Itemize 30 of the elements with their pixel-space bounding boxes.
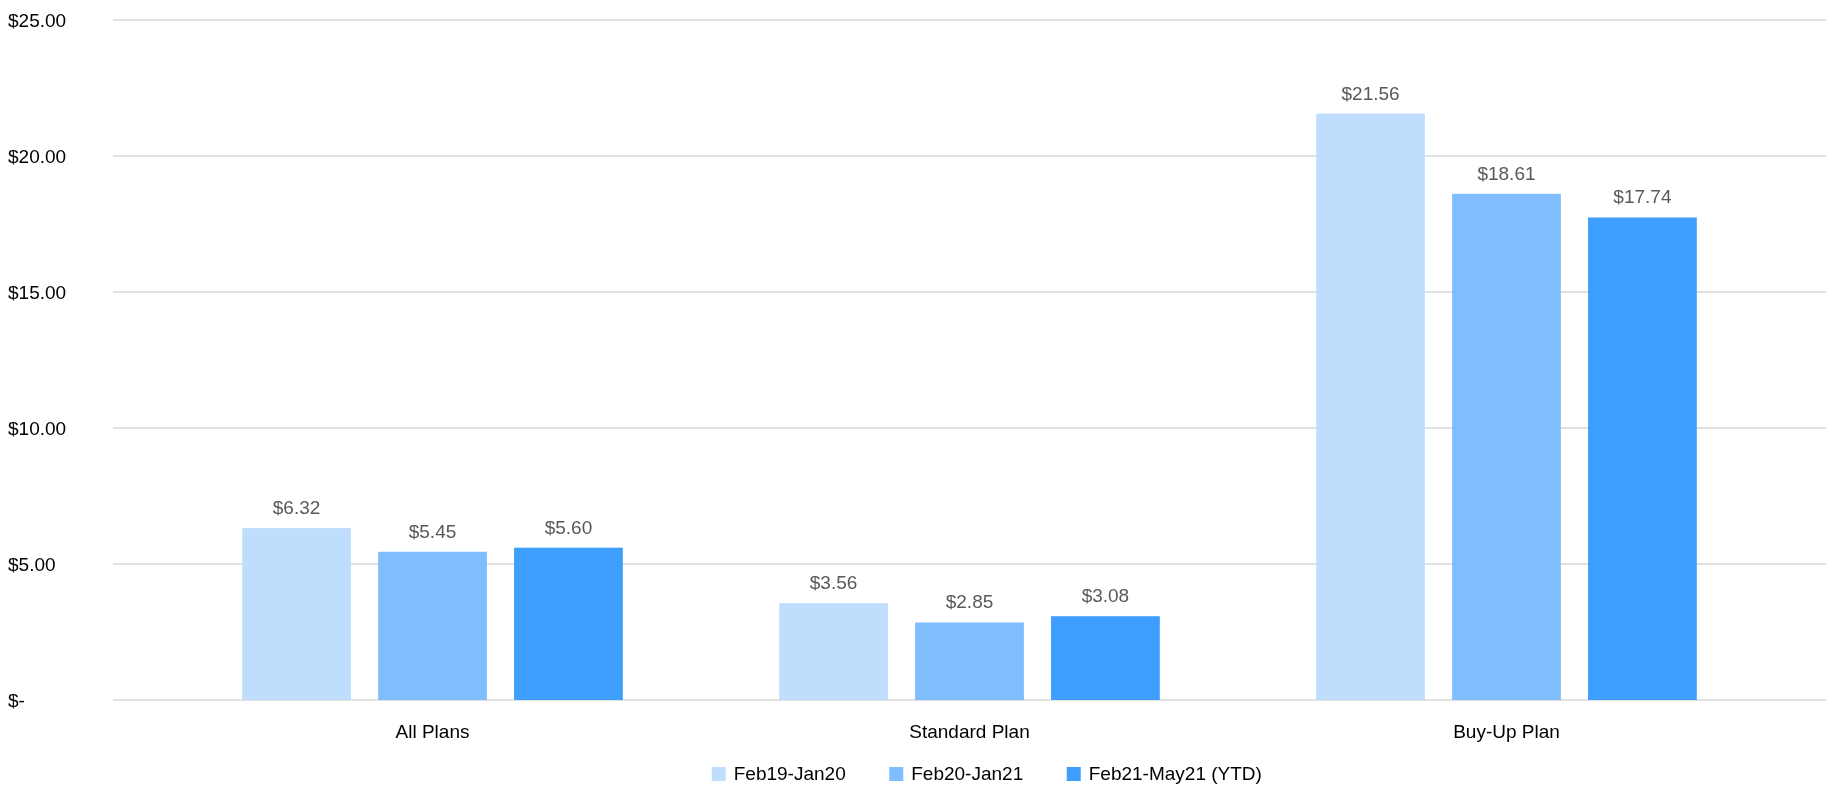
x-tick-label: Standard Plan [909, 721, 1030, 742]
y-tick-label: $10.00 [8, 417, 67, 439]
legend-label: Feb21-May21 (YTD) [1088, 763, 1262, 784]
y-tick-label: $25.00 [8, 9, 67, 31]
bar [1588, 217, 1697, 700]
bar [514, 547, 623, 700]
bar [779, 603, 888, 700]
data-label: $18.61 [1477, 162, 1536, 184]
bar [378, 551, 487, 700]
y-tick-label: $15.00 [8, 281, 67, 303]
data-label: $5.45 [408, 520, 457, 542]
data-label: $2.85 [945, 591, 994, 613]
bar [915, 622, 1024, 700]
bar [1452, 193, 1561, 700]
data-label: $21.56 [1341, 82, 1400, 104]
y-tick-label: $5.00 [8, 553, 56, 575]
x-tick-label: Buy-Up Plan [1453, 721, 1560, 742]
data-label: $3.56 [809, 572, 858, 594]
y-tick-label: $20.00 [8, 145, 67, 167]
data-label: $3.08 [1081, 585, 1130, 607]
bar [1051, 616, 1160, 700]
bar [242, 528, 351, 700]
bar [1316, 113, 1425, 700]
y-tick-label: $- [8, 689, 25, 711]
x-tick-label: All Plans [395, 721, 470, 742]
data-label: $6.32 [272, 497, 321, 519]
legend-label: Feb19-Jan20 [733, 763, 846, 784]
legend-label: Feb20-Jan21 [911, 763, 1024, 784]
data-label: $5.60 [544, 516, 593, 538]
data-label: $17.74 [1613, 186, 1672, 208]
